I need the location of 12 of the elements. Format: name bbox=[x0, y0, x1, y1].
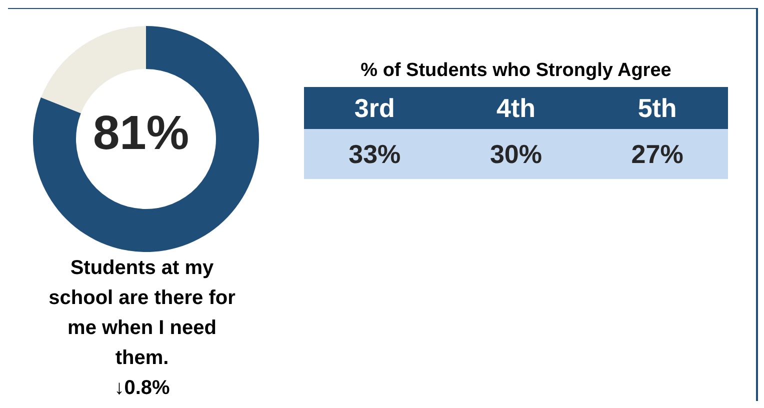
text: 81% bbox=[92, 106, 190, 162]
text: 30% bbox=[490, 138, 542, 168]
donut-slice bbox=[33, 26, 259, 252]
text: % of Students who Strongly Agree bbox=[360, 59, 672, 83]
text: 27% bbox=[631, 138, 684, 168]
text: ↓0.8% bbox=[113, 376, 171, 401]
category-label: 4th bbox=[495, 92, 536, 124]
category-label: 5th bbox=[636, 92, 678, 124]
text: 33% bbox=[348, 138, 401, 168]
category-label: 3rd bbox=[353, 92, 396, 124]
text: Students at my school are there for me when I need them. bbox=[48, 256, 236, 371]
donut-slice bbox=[40, 26, 146, 114]
